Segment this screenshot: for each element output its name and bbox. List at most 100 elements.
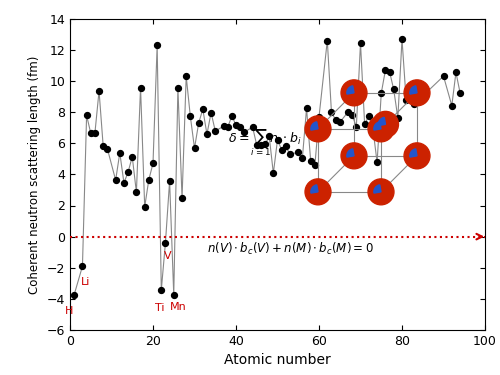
Point bbox=[211, 128, 219, 134]
Wedge shape bbox=[410, 86, 417, 94]
Point bbox=[116, 150, 124, 156]
Point bbox=[166, 178, 173, 184]
Point bbox=[440, 73, 448, 79]
Wedge shape bbox=[311, 185, 318, 193]
Point bbox=[182, 74, 190, 80]
Circle shape bbox=[341, 80, 367, 106]
Point bbox=[456, 90, 464, 96]
Point bbox=[265, 133, 273, 139]
Point bbox=[298, 155, 306, 161]
Point bbox=[270, 170, 278, 176]
Point bbox=[99, 143, 107, 149]
Point bbox=[82, 112, 90, 118]
Point bbox=[178, 195, 186, 201]
Point bbox=[248, 124, 256, 130]
Point bbox=[373, 159, 381, 165]
Point bbox=[104, 146, 112, 152]
Circle shape bbox=[368, 179, 394, 205]
Text: Li: Li bbox=[81, 277, 90, 287]
Y-axis label: Coherent neutron scattering length (fm): Coherent neutron scattering length (fm) bbox=[28, 55, 41, 294]
Point bbox=[136, 84, 144, 90]
Point bbox=[274, 137, 281, 143]
Wedge shape bbox=[374, 185, 381, 193]
Point bbox=[149, 160, 157, 166]
Point bbox=[199, 106, 207, 112]
Wedge shape bbox=[378, 117, 386, 126]
Point bbox=[315, 114, 323, 120]
Point bbox=[203, 131, 211, 137]
Circle shape bbox=[368, 116, 394, 142]
Point bbox=[278, 147, 285, 153]
Point bbox=[194, 120, 202, 126]
Text: H: H bbox=[65, 306, 74, 316]
Wedge shape bbox=[410, 149, 417, 157]
Point bbox=[240, 129, 248, 135]
Circle shape bbox=[305, 116, 331, 142]
Point bbox=[390, 86, 398, 92]
Point bbox=[132, 189, 140, 195]
Point bbox=[120, 180, 128, 186]
Point bbox=[324, 38, 332, 44]
Point bbox=[410, 101, 418, 107]
Point bbox=[228, 113, 236, 119]
Point bbox=[306, 158, 314, 164]
Point bbox=[448, 103, 456, 109]
Point bbox=[369, 126, 377, 132]
Point bbox=[140, 204, 148, 210]
Point bbox=[348, 112, 356, 118]
Point bbox=[174, 85, 182, 91]
Text: Mn: Mn bbox=[170, 303, 186, 312]
Point bbox=[344, 109, 352, 115]
Point bbox=[153, 42, 161, 48]
Circle shape bbox=[305, 179, 331, 205]
Point bbox=[170, 292, 178, 298]
Wedge shape bbox=[311, 122, 318, 130]
X-axis label: Atomic number: Atomic number bbox=[224, 353, 331, 368]
Point bbox=[128, 154, 136, 160]
Wedge shape bbox=[374, 122, 381, 130]
Point bbox=[124, 169, 132, 175]
Circle shape bbox=[341, 143, 367, 169]
Point bbox=[328, 109, 336, 115]
Point bbox=[398, 36, 406, 42]
Point bbox=[382, 67, 390, 73]
Point bbox=[70, 292, 78, 298]
Point bbox=[356, 40, 364, 46]
Point bbox=[236, 124, 244, 130]
Point bbox=[378, 90, 386, 96]
Circle shape bbox=[404, 80, 430, 106]
Text: $n(V) \cdot b_c(V) + n(M) \cdot b_c(M) = 0$: $n(V) \cdot b_c(V) + n(M) \cdot b_c(M) =… bbox=[207, 241, 374, 257]
Point bbox=[257, 142, 265, 148]
Text: V: V bbox=[164, 251, 172, 261]
Point bbox=[91, 130, 99, 136]
Point bbox=[224, 124, 232, 130]
Point bbox=[452, 69, 460, 75]
Point bbox=[78, 263, 86, 269]
Circle shape bbox=[404, 143, 430, 169]
Point bbox=[158, 287, 166, 293]
Point bbox=[311, 162, 319, 168]
Point bbox=[406, 90, 414, 96]
Circle shape bbox=[372, 111, 398, 137]
Point bbox=[352, 124, 360, 130]
Point bbox=[95, 88, 103, 94]
Point bbox=[394, 115, 402, 121]
Point bbox=[336, 119, 344, 125]
Text: Ti: Ti bbox=[156, 303, 165, 313]
Point bbox=[112, 177, 120, 183]
Point bbox=[365, 113, 373, 119]
Point bbox=[190, 145, 198, 151]
Point bbox=[186, 114, 194, 120]
Point bbox=[145, 177, 153, 183]
Point bbox=[232, 122, 240, 128]
Point bbox=[87, 130, 95, 136]
Point bbox=[286, 152, 294, 157]
Point bbox=[332, 117, 340, 123]
Point bbox=[294, 149, 302, 155]
Point bbox=[402, 97, 410, 103]
Point bbox=[302, 105, 310, 111]
Wedge shape bbox=[347, 149, 354, 157]
Point bbox=[360, 122, 368, 128]
Point bbox=[386, 69, 394, 75]
Point bbox=[252, 142, 261, 148]
